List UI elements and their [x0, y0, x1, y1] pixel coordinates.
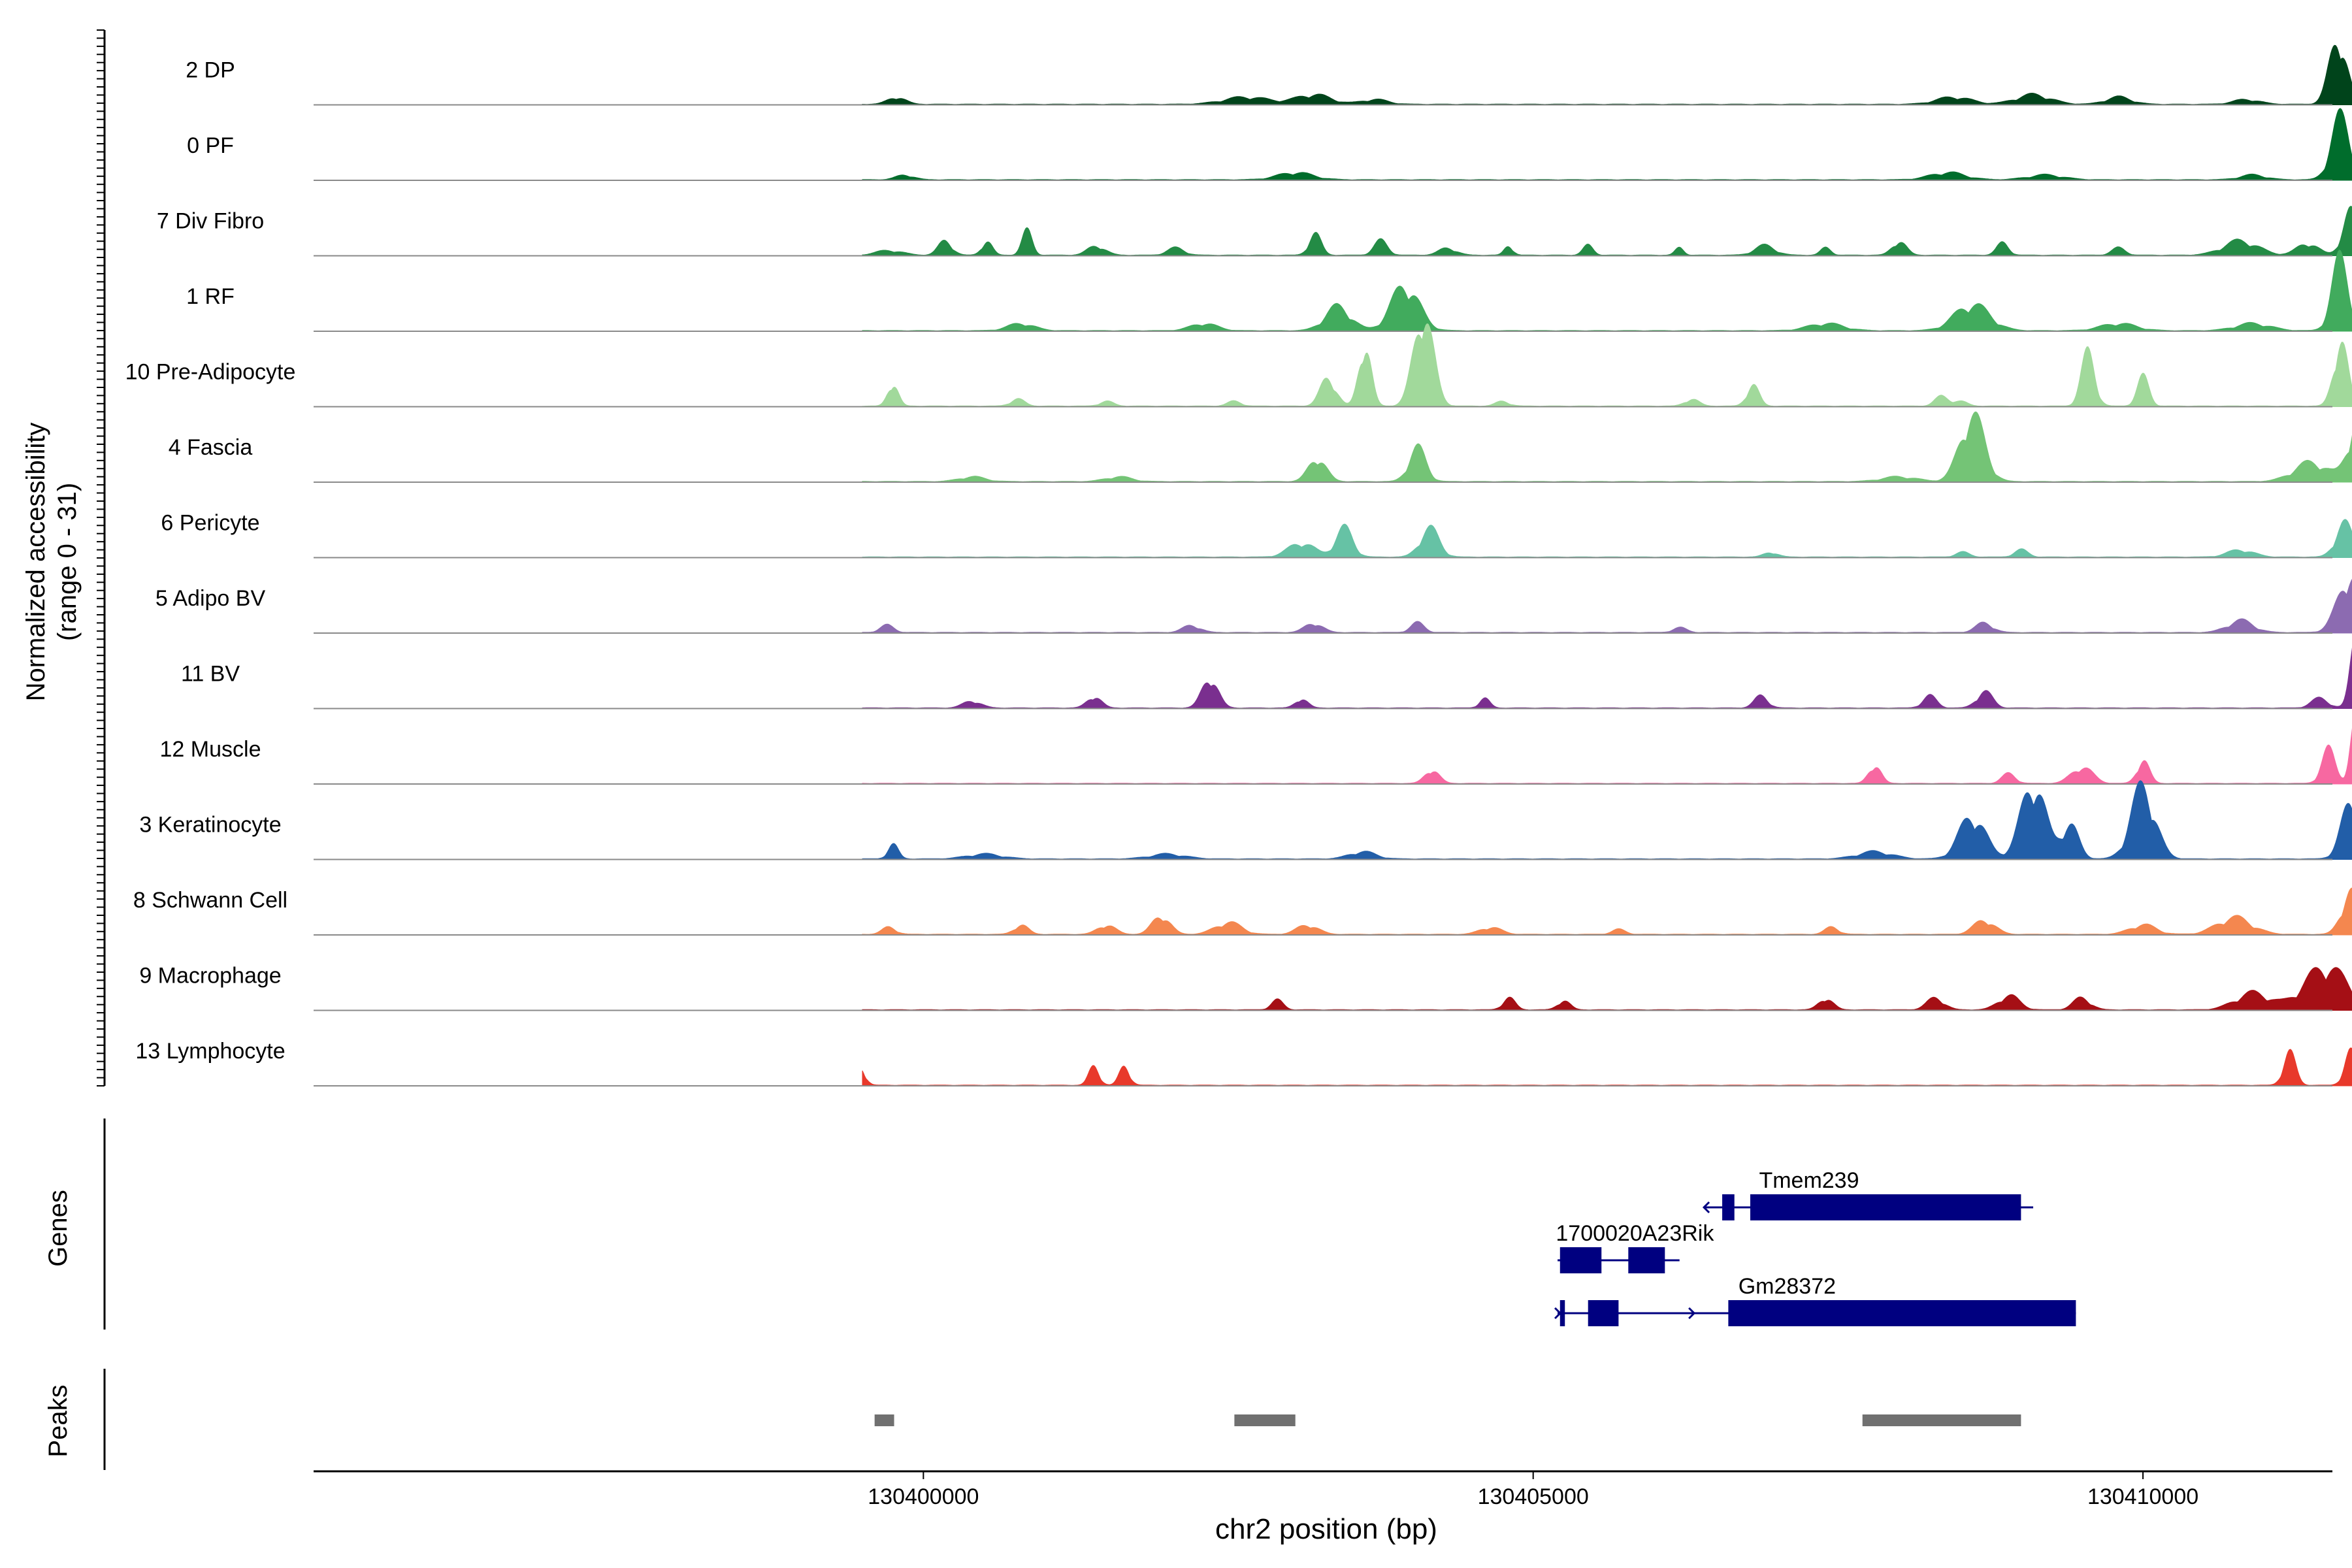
- coverage-area: [862, 519, 2352, 558]
- coverage-area: [862, 323, 2352, 407]
- gene-exon: [1750, 1194, 2021, 1220]
- gene-gm28372: Gm28372: [1554, 1274, 2076, 1326]
- track-label: 4 Fascia: [169, 435, 253, 460]
- coverage-area: [862, 647, 2352, 709]
- gene-tmem239: Tmem239: [1702, 1168, 2034, 1220]
- coverage-area: [862, 967, 2352, 1011]
- track-7-div-fibro: 7 Div Fibro: [157, 206, 2352, 257]
- coverage-area: [862, 206, 2352, 256]
- x-tick-label: 130405000: [1478, 1484, 1589, 1509]
- y-axis-label: Normalized accessibility: [22, 423, 50, 702]
- gene-label: Tmem239: [1759, 1168, 1859, 1193]
- coverage-area: [862, 578, 2352, 634]
- x-axis-label: chr2 position (bp): [1215, 1513, 1437, 1545]
- track-label: 1 RF: [186, 284, 235, 309]
- coverage-area: [862, 44, 2352, 105]
- coverage-area: [862, 780, 2352, 860]
- coverage-area: [862, 887, 2352, 936]
- track-12-muscle: 12 Muscle: [160, 728, 2352, 785]
- track-label: 9 Macrophage: [139, 964, 281, 988]
- track-3-keratinocyte: 3 Keratinocyte: [139, 780, 2352, 860]
- genes-panel-label: Genes: [44, 1190, 73, 1267]
- gene-exon: [1722, 1194, 1735, 1220]
- strand-arrow: [1554, 1307, 1562, 1320]
- genes-layer: Tmem239 1700020A23Rik Gm28372: [1554, 1168, 2076, 1326]
- peaks-panel-label: Peaks: [44, 1384, 73, 1457]
- track-label: 12 Muscle: [160, 737, 261, 762]
- track-label: 11 BV: [181, 662, 240, 687]
- x-tick-label: 130410000: [2087, 1484, 2198, 1509]
- coverage-area: [862, 250, 2352, 332]
- track-label: 0 PF: [187, 133, 234, 158]
- track-2-dp: 2 DP: [186, 44, 2352, 106]
- track-6-pericyte: 6 Pericyte: [161, 511, 2352, 559]
- tracks-layer: 2 DP 0 PF 7 Div Fibro 1 RF 10 Pre-Adipocyte 4…: [125, 44, 2352, 1086]
- track-5-adipo-bv: 5 Adipo BV: [155, 578, 2352, 634]
- track-9-macrophage: 9 Macrophage: [139, 964, 2352, 1011]
- track-label: 7 Div Fibro: [157, 209, 264, 234]
- y-axis-range-label: (range 0 - 31): [53, 483, 82, 641]
- track-0-pf: 0 PF: [187, 108, 2352, 181]
- peak-region: [874, 1414, 894, 1426]
- gene-exon: [1588, 1300, 1619, 1326]
- track-label: 2 DP: [186, 58, 235, 83]
- x-tick-label: 130400000: [868, 1484, 979, 1509]
- track-label: 8 Schwann Cell: [133, 888, 287, 913]
- gene-exon: [1728, 1300, 2076, 1326]
- gene-label: Gm28372: [1739, 1274, 1836, 1299]
- gene-label: 1700020A23Rik: [1556, 1221, 1714, 1246]
- axes-layer: 130400000 130405000 130410000: [97, 29, 2332, 1509]
- track-label: 6 Pericyte: [161, 511, 259, 536]
- gene-1700020a23rik: 1700020A23Rik: [1556, 1221, 1714, 1273]
- coverage-area: [862, 1047, 2352, 1086]
- gene-exon: [1560, 1247, 1602, 1273]
- strand-arrow: [1688, 1307, 1696, 1320]
- track-label: 3 Keratinocyte: [139, 813, 281, 838]
- strand-arrow: [1702, 1201, 1710, 1214]
- track-13-lymphocyte: 13 Lymphocyte: [135, 1039, 2352, 1086]
- peaks-layer: [874, 1414, 2021, 1426]
- coverage-area: [862, 411, 2352, 483]
- peak-region: [1862, 1414, 2021, 1426]
- track-11-bv: 11 BV: [181, 647, 2352, 710]
- track-8-schwann-cell: 8 Schwann Cell: [133, 887, 2352, 936]
- gene-exon: [1560, 1300, 1565, 1326]
- gene-exon: [1628, 1247, 1665, 1273]
- coverage-area: [862, 108, 2352, 181]
- track-label: 13 Lymphocyte: [135, 1039, 285, 1064]
- track-10-pre-adipocyte: 10 Pre-Adipocyte: [125, 323, 2352, 408]
- track-label: 5 Adipo BV: [155, 586, 266, 611]
- track-label: 10 Pre-Adipocyte: [125, 360, 296, 385]
- coverage-area: [862, 728, 2352, 785]
- peak-region: [1234, 1414, 1296, 1426]
- track-4-fascia: 4 Fascia: [169, 411, 2352, 483]
- track-1-rf: 1 RF: [186, 250, 2352, 332]
